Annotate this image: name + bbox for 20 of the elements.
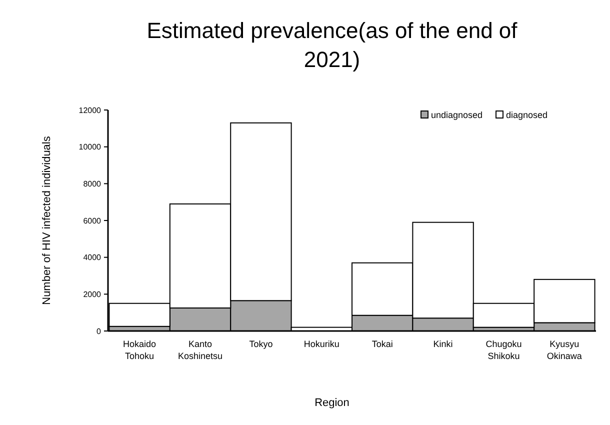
y-tick-label: 4000 bbox=[83, 253, 102, 262]
legend-label: diagnosed bbox=[506, 110, 548, 120]
x-tick-label: Kinki bbox=[433, 339, 453, 349]
x-tick-label: Tokai bbox=[372, 339, 393, 349]
x-tick-label: Hokaido Tohoku bbox=[123, 339, 156, 361]
x-tick-label: Kyusyu Okinawa bbox=[546, 339, 582, 361]
x-tick-label: Chugoku Shikoku bbox=[486, 339, 522, 361]
x-tick-label: Kanto Koshinetsu bbox=[178, 339, 223, 361]
x-tick-label: Tokyo bbox=[249, 339, 273, 349]
y-tick-label: 0 bbox=[96, 326, 102, 336]
y-axis-title: Number of HIV infected individuals bbox=[41, 136, 53, 305]
x-axis-title: Region bbox=[314, 397, 350, 409]
y-tick-label: 6000 bbox=[83, 216, 102, 226]
y-tick-label: 2000 bbox=[83, 290, 102, 299]
y-tick-label: 12000 bbox=[78, 106, 102, 115]
y-tick-label: 8000 bbox=[83, 179, 102, 188]
chart-title: Estimated prevalence(as of the end of 2021) bbox=[146, 18, 518, 72]
legend-label: undiagnosed bbox=[431, 110, 483, 120]
y-tick-label: 10000 bbox=[78, 142, 102, 152]
x-tick-label: Hokuriku bbox=[304, 339, 340, 349]
